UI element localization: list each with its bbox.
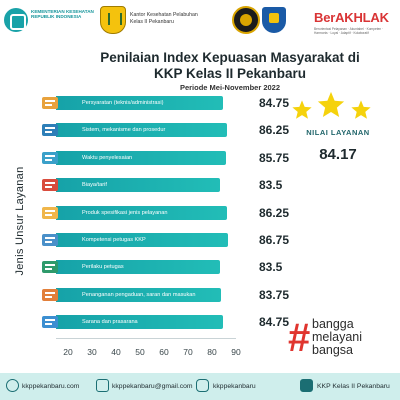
footer-youtube[interactable]: KKP Kelas II Pekanbaru [317, 383, 390, 390]
x-tick-label: 50 [135, 347, 145, 357]
star-icon [351, 100, 371, 119]
footer: kkppekanbaru.com kkppekanbaru@gmail.com … [0, 373, 400, 400]
x-tick-label: 70 [183, 347, 193, 357]
hashtag-line-2: melayani [312, 330, 363, 344]
header: KEMENTERIAN KESEHATAN REPUBLIK INDONESIA… [0, 0, 400, 42]
kemenkes-logo-text: KEMENTERIAN KESEHATAN REPUBLIK INDONESIA [31, 9, 94, 20]
data-label: 86.75 [259, 233, 290, 247]
x-tick-label: 30 [87, 347, 97, 357]
mail-icon [96, 379, 109, 392]
bar [56, 96, 224, 110]
x-tick-label: 90 [231, 347, 241, 357]
berakhlak-word-accent: AKHLAK [335, 10, 389, 25]
data-label: 86.25 [259, 123, 290, 138]
category-icon [40, 121, 62, 139]
data-label: 84.75 [259, 315, 290, 330]
category-icon [40, 149, 62, 167]
x-tick-label: 80 [207, 347, 217, 357]
bar [56, 205, 227, 220]
summary-label: NILAI LAYANAN [306, 128, 370, 137]
kkp-logo: Kantor Kesehatan Pelabuhan Kelas II Peka… [100, 6, 220, 36]
x-axis-line [56, 338, 236, 339]
category-icon [40, 258, 62, 276]
x-tick-label: 60 [159, 347, 169, 357]
hashtag-symbol: # [288, 316, 311, 360]
data-label: 83.5 [259, 178, 283, 193]
bar [56, 260, 221, 275]
category-icon [40, 286, 62, 304]
data-label: 85.75 [259, 150, 290, 165]
kkp-logo-line1: Kantor Kesehatan Pelabuhan [130, 12, 198, 18]
footer-website[interactable]: kkppekanbaru.com [22, 383, 80, 390]
page-subtitle: Periode Mei-November 2022 [179, 83, 281, 92]
globe-icon [6, 379, 19, 392]
data-label: 83.75 [259, 287, 290, 302]
category-icon [40, 176, 62, 194]
title-line-2: KKP Kelas II Pekanbaru [153, 65, 307, 81]
kkp-emblem-icon [100, 6, 126, 34]
berakhlak-logo: BerAKHLAK Berorientasi Pelayanan · Akunt… [314, 6, 396, 36]
bar [56, 233, 229, 247]
kemenkes-logo: KEMENTERIAN KESEHATAN REPUBLIK INDONESIA [4, 6, 96, 36]
x-tick-label: 20 [63, 347, 73, 357]
bar [56, 178, 221, 193]
partner-logos [232, 6, 288, 36]
hashtag-line-3: bangsa [312, 343, 354, 357]
berakhlak-tagline: Berorientasi Pelayanan · Akuntabel · Kom… [314, 27, 384, 35]
kkp-logo-line2: Kelas II Pekanbaru [130, 19, 174, 25]
summary-value: 84.17 [319, 146, 357, 163]
instagram-icon [196, 379, 209, 392]
footer-instagram[interactable]: kkppekanbaru [213, 383, 256, 390]
data-label: 86.25 [259, 205, 290, 220]
berakhlak-word-main: Ber [314, 10, 336, 25]
bangga-melayani-bangsa-logo: # bangga melayani bangsa [288, 316, 398, 360]
star-icon [317, 91, 345, 117]
data-label: 84.75 [259, 96, 290, 110]
bar-label: Penanganan pengaduan, saran dan masukan [82, 291, 196, 298]
kemenkes-emblem-icon [4, 8, 28, 32]
shield-emblem-icon [262, 7, 286, 33]
page-title: Penilaian Index Kepuasan Masyarakat di K… [96, 50, 364, 81]
round-seal-icon [232, 6, 260, 34]
data-label: 83.5 [259, 260, 283, 275]
bar-label: Sarana dan prasarana [82, 319, 138, 326]
bar-label: Biaya/tarif [82, 182, 107, 189]
x-tick-label: 40 [111, 347, 121, 357]
bar-label: Sistem, mekanisme dan prosedur [82, 127, 166, 134]
category-icon [40, 231, 62, 249]
bar [56, 287, 221, 302]
bar-label: Produk spesifikasi jenis pelayanan [82, 209, 168, 216]
bar [56, 150, 226, 165]
category-icon [40, 204, 62, 222]
category-icon [40, 94, 62, 112]
hashtag-line-1: bangga [312, 317, 354, 331]
bar-label: Waktu penyelesaian [82, 154, 133, 161]
bar [56, 315, 224, 330]
bar-label: Persyaratan (teknis/administrasi) [82, 100, 164, 106]
bar-label: Perilaku petugas [82, 264, 124, 271]
title-line-1: Penilaian Index Kepuasan Masyarakat di [100, 50, 360, 65]
youtube-icon [300, 379, 313, 392]
bar [56, 123, 227, 138]
footer-email[interactable]: kkppekanbaru@gmail.com [112, 383, 193, 390]
star-icon [292, 100, 312, 119]
category-icon [40, 313, 62, 331]
bar-label: Kompetensi petugas KKP [82, 237, 146, 243]
